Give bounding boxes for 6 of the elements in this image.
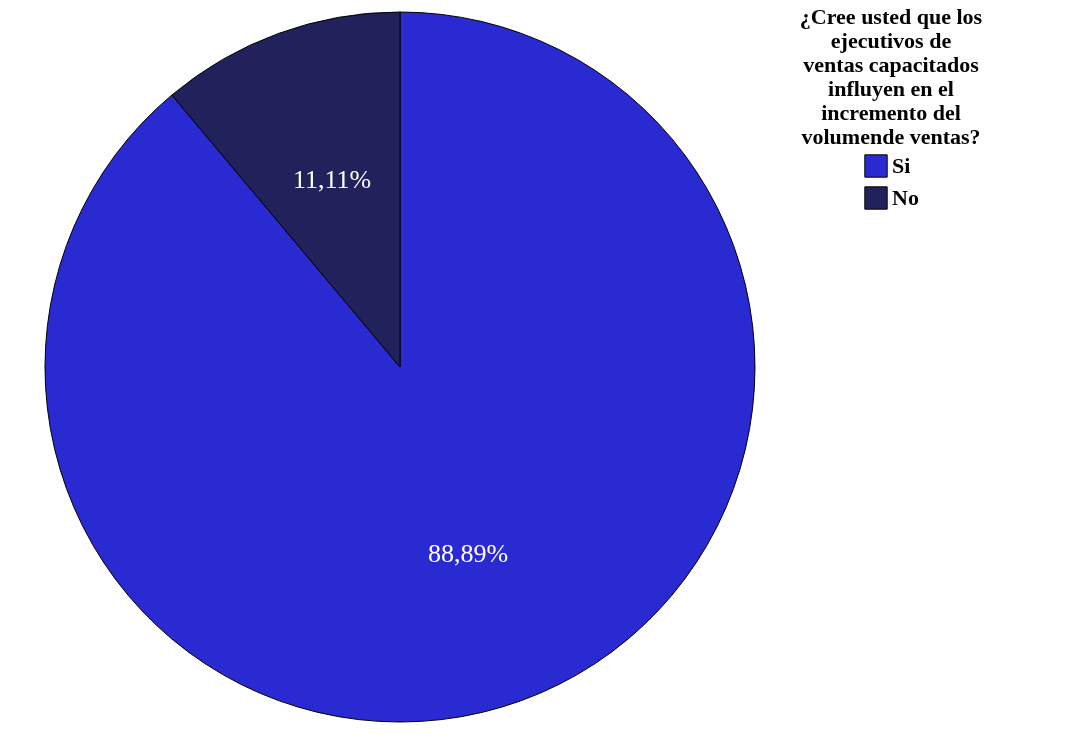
legend-label: No <box>892 185 919 210</box>
legend-title: ¿Cree usted que los ejecutivos de ventas capacitados influyen en el incremento del volumende ventas? <box>799 4 983 149</box>
data-label: 11,11% <box>292 165 372 195</box>
data-label: 88,89% <box>427 538 509 568</box>
legend-label: Si <box>892 153 911 178</box>
pie-slice <box>44 11 756 723</box>
